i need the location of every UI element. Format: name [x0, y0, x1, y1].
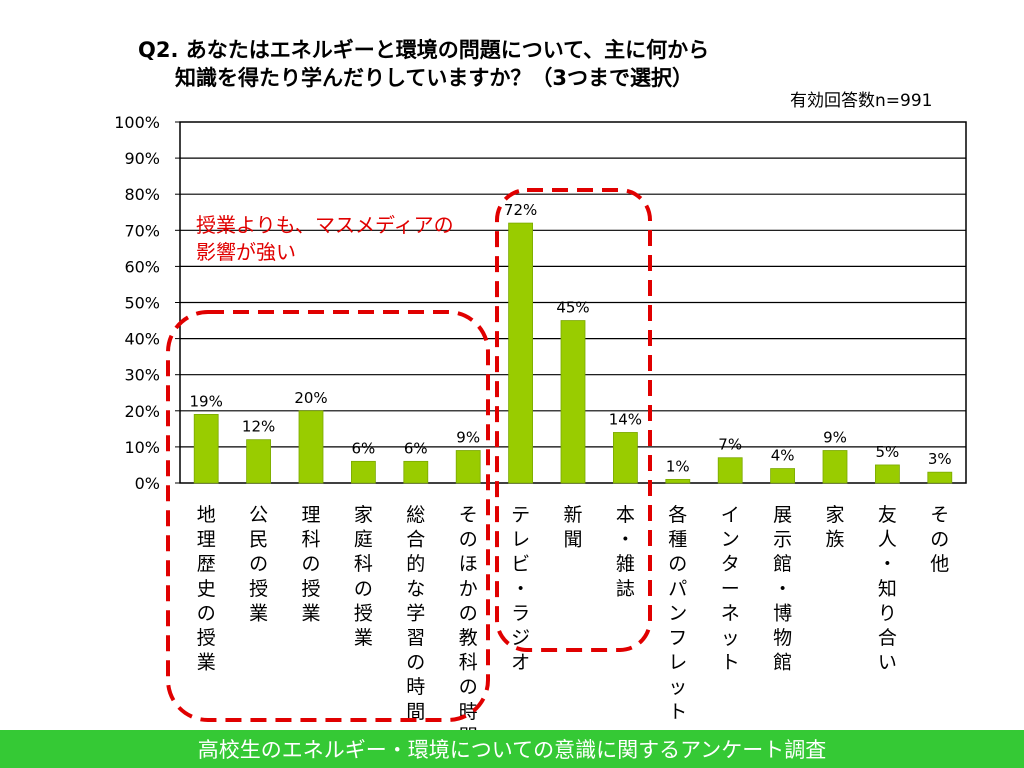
slide-title: Q2. あなたはエネルギーと環境の問題について、主に何から 知識を得たり学んだり… [138, 36, 838, 92]
y-tick-label: 80% [124, 185, 160, 204]
bar [927, 471, 953, 484]
bar [455, 450, 481, 484]
highlight-box [495, 188, 652, 652]
category-label: 家庭科の授業 [354, 504, 373, 649]
bar [193, 414, 219, 484]
bar [560, 320, 586, 484]
bar [403, 460, 429, 484]
category-label: インターネット [721, 504, 740, 674]
bar-value-label: 9% [456, 429, 480, 447]
bar [822, 450, 848, 484]
footer-bar: 高校生のエネルギー・環境についての意識に関するアンケート調査 [0, 730, 1024, 768]
category-label: 公民の授業 [249, 504, 268, 624]
title-line-1: Q2. あなたはエネルギーと環境の問題について、主に何から [138, 38, 710, 62]
y-tick-label: 50% [124, 294, 160, 313]
y-tick-label: 30% [124, 366, 160, 385]
y-tick-label: 10% [124, 438, 160, 457]
bar [717, 457, 743, 484]
category-label: テレビ・ラジオ [511, 504, 530, 674]
category-label: 家族 [825, 504, 844, 551]
y-tick-label: 40% [124, 330, 160, 349]
bar-value-label: 12% [242, 418, 275, 436]
bar-value-label: 1% [666, 457, 690, 475]
bar [875, 464, 900, 484]
sample-size-note: 有効回答数n=991 [790, 91, 933, 111]
category-label: 地理歴史の授業 [197, 504, 216, 674]
y-tick-label: 0% [135, 474, 160, 493]
footer-survey-title: 高校生のエネルギー・環境についての意識に関するアンケート調査 [197, 738, 827, 762]
bar-value-label: 7% [718, 436, 742, 454]
bar-value-label: 19% [190, 392, 223, 410]
bar [298, 410, 324, 484]
category-label: 総合的な学習の時間 [406, 504, 425, 723]
y-tick-label: 20% [124, 402, 160, 421]
bar-value-label: 72% [504, 201, 537, 219]
category-label: 展示館・博物館 [773, 504, 792, 674]
bar-value-label: 45% [556, 299, 589, 317]
bar-value-label: 6% [404, 439, 428, 457]
category-label: 友人・知り合い [878, 504, 897, 674]
bar [770, 468, 795, 484]
bar [665, 478, 691, 484]
bar-chart: 0% 10% 20% 30% 40% 50% 60% 70% 80% 90% 100% 19% 地理歴史… [114, 113, 967, 730]
bar-value-label: 3% [928, 450, 952, 468]
category-label: その他 [930, 504, 949, 575]
y-tick-label: 90% [124, 149, 160, 168]
bar [350, 460, 376, 484]
y-tick-label: 70% [124, 221, 160, 240]
category-label: 各種のパンフレット [668, 504, 687, 723]
bar [246, 439, 272, 484]
bar-value-label: 4% [771, 447, 795, 465]
bar [508, 222, 534, 484]
bar-value-label: 20% [294, 389, 327, 407]
bar-value-label: 6% [352, 439, 376, 457]
bar-value-label: 5% [876, 443, 900, 461]
category-label: 本・雑誌 [616, 504, 635, 600]
bar-value-label: 14% [609, 410, 642, 428]
category-label: 新聞 [563, 504, 582, 551]
category-label: そのほかの教科の時間 [459, 504, 478, 730]
highlight-box [166, 310, 490, 722]
category-label: 理科の授業 [301, 504, 320, 624]
bar-value-label: 9% [823, 429, 847, 447]
y-tick-label: 60% [124, 257, 160, 276]
y-tick-label: 100% [114, 113, 160, 132]
title-line-2: 知識を得たり学んだりしていますか？（3つまで選択） [175, 66, 693, 90]
bar [613, 432, 638, 484]
callout-text: 授業よりも、マスメディアの影響が強い [196, 213, 454, 264]
